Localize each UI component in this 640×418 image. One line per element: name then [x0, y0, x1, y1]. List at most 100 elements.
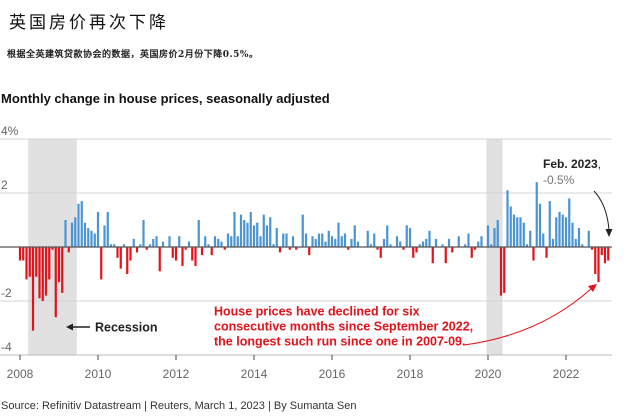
bar-2010-12	[132, 238, 135, 247]
latest-label: Feb. 2023	[543, 157, 598, 171]
bar-2011-08	[158, 247, 161, 272]
bar-2020-03	[493, 228, 496, 247]
bar-2022-12	[600, 247, 603, 256]
bar-2021-07	[545, 247, 548, 258]
bar-2016-09	[356, 241, 360, 247]
bar-2011-09	[161, 241, 165, 247]
bar-2010-02	[100, 247, 103, 280]
bar-2020-01	[486, 225, 490, 247]
bar-2010-04	[106, 211, 109, 247]
bar-2018-08	[431, 247, 434, 264]
bar-2018-09	[434, 238, 438, 247]
recession-arrowhead-icon	[66, 323, 73, 331]
bar-2010-09	[122, 244, 126, 247]
bar-2019-11	[480, 236, 483, 247]
bar-2014-11	[285, 233, 288, 247]
bar-2022-05	[577, 228, 581, 247]
bar-2015-10	[321, 233, 324, 247]
bar-2020-09	[512, 214, 516, 247]
bar-2008-07	[38, 247, 41, 299]
svg-text:Feb. 2023,: Feb. 2023,	[543, 157, 601, 171]
bar-2018-06	[425, 238, 428, 247]
bar-2010-03	[103, 225, 106, 247]
latest-arrowhead-icon	[605, 229, 613, 237]
bar-2014-08	[275, 228, 278, 247]
bar-2017-04	[379, 247, 382, 258]
bar-2008-04	[28, 247, 31, 277]
bar-2015-11	[324, 241, 327, 247]
gridlines: 4% 2 -2 -4	[0, 124, 612, 354]
latest-annotation: Feb. 2023, -0.5%	[543, 157, 613, 237]
bar-2013-01	[213, 236, 217, 247]
bar-2012-05	[187, 241, 191, 247]
bar-2018-12	[444, 247, 447, 264]
bar-2021-06	[542, 233, 545, 247]
bar-2009-04	[67, 247, 70, 253]
bar-2011-03	[142, 220, 145, 247]
page-title: 英国房价再次下降	[9, 13, 169, 33]
bar-2023-01	[603, 247, 607, 264]
bar-2022-06	[581, 244, 584, 247]
bar-2019-02	[451, 247, 454, 253]
bar-2023-02	[607, 247, 610, 261]
bar-2008-11	[51, 247, 54, 250]
bar-2009-01	[57, 247, 61, 283]
recession-label: Recession	[95, 321, 158, 335]
bar-2011-06	[152, 238, 155, 247]
bar-2022-10	[594, 247, 597, 274]
bar-2008-03	[25, 247, 28, 280]
bar-2021-02	[529, 230, 532, 247]
bar-2015-01	[291, 236, 295, 247]
bar-2016-08	[353, 225, 356, 247]
bar-2013-11	[246, 222, 249, 247]
bar-2014-07	[272, 244, 275, 247]
bar-2012-07	[194, 247, 197, 266]
bar-2019-01	[447, 238, 451, 247]
bar-2012-12	[210, 247, 213, 256]
bar-2020-04	[496, 220, 499, 247]
bar-2022-08	[587, 230, 590, 247]
bar-2015-12	[327, 230, 330, 247]
bar-2018-11	[441, 244, 444, 247]
bar-2019-04	[457, 236, 460, 247]
bar-2020-12	[522, 222, 525, 247]
bar-2017-12	[405, 225, 408, 247]
bar-2013-08	[236, 236, 239, 247]
bar-2009-07	[77, 203, 80, 247]
bar-2021-01	[525, 244, 529, 247]
bar-2014-04	[262, 214, 265, 247]
bar-2017-10	[399, 241, 402, 247]
bar-2017-05	[382, 238, 386, 247]
bar-2015-04	[301, 214, 304, 247]
bar-2014-05	[265, 225, 269, 247]
note-line-2: consecutive months since September 2022,	[214, 320, 473, 334]
bar-2010-11	[129, 247, 132, 261]
bar-2011-02	[139, 244, 142, 247]
x-tick-label: 2022	[553, 367, 580, 381]
note-arrowhead-icon	[588, 284, 597, 292]
bar-2009-09	[83, 222, 87, 247]
bar-2011-12	[171, 247, 174, 258]
bar-2009-10	[87, 228, 90, 247]
source-note: Source: Refinitiv Datastream | Reuters, …	[1, 400, 357, 412]
bar-2015-02	[295, 247, 298, 250]
note-line-1: House prices have declined for six	[214, 305, 420, 319]
bar-2018-02	[412, 247, 415, 258]
y-tick-label: -4	[1, 340, 12, 354]
bar-2021-03	[532, 247, 535, 261]
bar-2008-10	[48, 247, 51, 280]
bar-2016-03	[337, 222, 340, 247]
bar-2008-08	[41, 247, 44, 301]
bar-2019-10	[477, 241, 480, 247]
bars-layer	[18, 182, 610, 331]
bar-2011-01	[135, 247, 139, 253]
bar-2008-09	[44, 247, 48, 296]
bar-2013-09	[239, 214, 243, 247]
bar-2018-03	[415, 247, 418, 253]
decline-note: House prices have declined for six conse…	[214, 284, 597, 349]
note-arrow-icon	[463, 287, 593, 346]
bar-2014-02	[256, 222, 259, 247]
bar-2010-06	[113, 244, 116, 247]
x-tick-label: 2008	[7, 367, 34, 381]
